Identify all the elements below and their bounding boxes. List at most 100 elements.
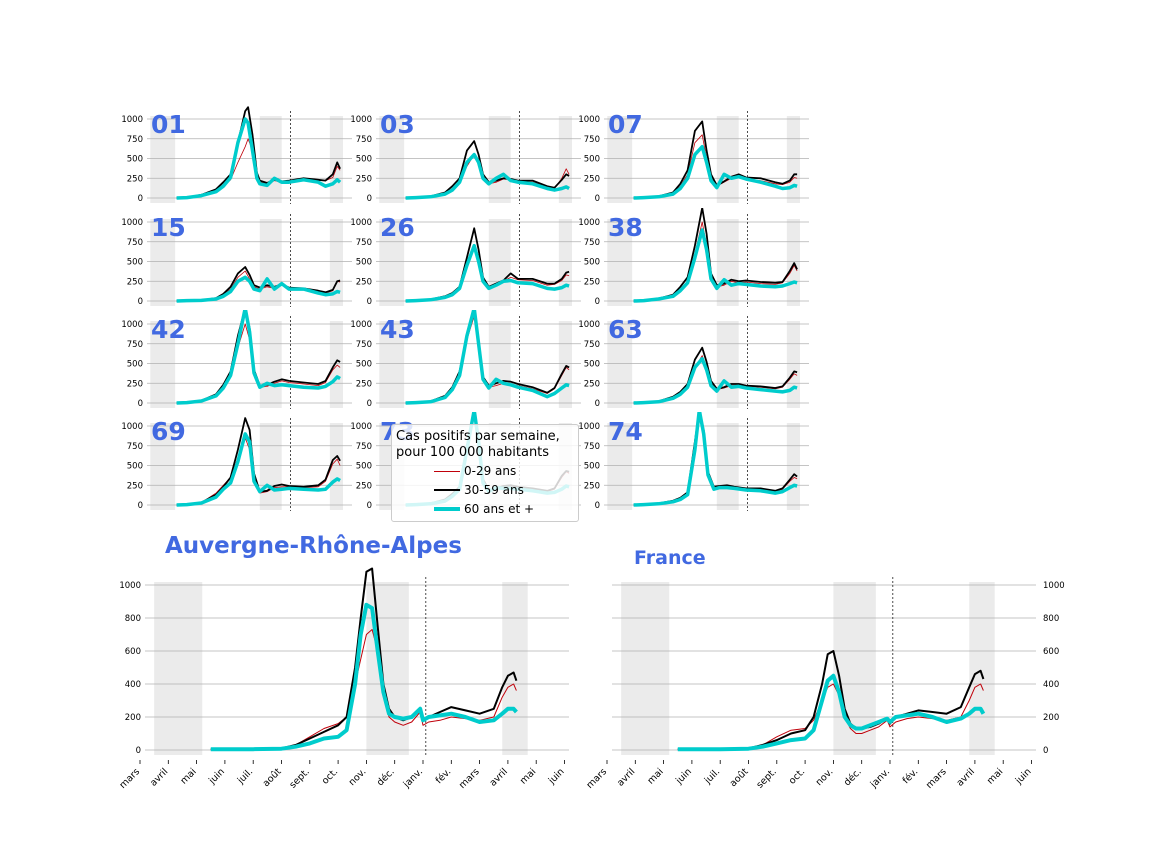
y-tick-label: 600 [125, 647, 141, 657]
y-tick-label: 400 [125, 680, 141, 690]
shaded-period [558, 116, 573, 203]
y-tick-label: 250 [127, 174, 143, 184]
y-tick-label: 500 [584, 462, 600, 472]
region-title: Auvergne-Rhône-Alpes [165, 533, 462, 559]
shaded-period [716, 219, 739, 306]
x-tick-label: nov. [347, 766, 369, 788]
panel-03: 0 250 500 750 1000 03 [350, 110, 581, 204]
x-tick-label: août [261, 766, 284, 789]
series-line-old [677, 673, 986, 752]
shaded-period [488, 116, 511, 203]
x-tick-label: août [728, 766, 751, 789]
x-tick-label: mars [117, 766, 142, 791]
shaded-period [329, 423, 344, 510]
region-title: France [634, 547, 706, 569]
y-tick-label: 500 [127, 360, 143, 370]
shaded-period [329, 116, 344, 203]
y-tick-label: 1000 [578, 115, 600, 125]
legend-title-line2: pour 100 000 habitants [396, 445, 550, 460]
y-tick-label: 250 [356, 379, 372, 389]
panel-label: 69 [151, 417, 186, 446]
series-line-young [405, 154, 570, 199]
series-line-mid [633, 346, 798, 404]
y-tick-label: 750 [127, 238, 143, 248]
y-tick-label: 500 [127, 462, 143, 472]
y-tick-label: 500 [127, 155, 143, 165]
y-tick-label: 250 [127, 481, 143, 491]
panel-label: 74 [608, 417, 643, 446]
x-tick-label: fév. [901, 766, 921, 786]
y-tick-label: 1000 [1043, 581, 1065, 591]
y-tick-label: 750 [127, 135, 143, 145]
x-tick-label: nov. [814, 766, 836, 788]
y-tick-label: 800 [1043, 614, 1059, 624]
shaded-period [379, 321, 405, 408]
y-tick-label: 1000 [350, 320, 372, 330]
y-tick-label: 500 [584, 360, 600, 370]
x-tick-label: fév. [434, 766, 454, 786]
y-tick-label: 500 [356, 360, 372, 370]
shaded-period [969, 582, 995, 755]
y-tick-label: 600 [1043, 647, 1059, 657]
y-tick-label: 0 [367, 399, 372, 409]
panel-26: 0 250 500 750 1000 26 [350, 213, 581, 307]
panel-label: 42 [151, 315, 186, 344]
series-line-old [176, 117, 342, 200]
y-tick-label: 500 [584, 155, 600, 165]
x-tick-label: mars [457, 766, 482, 791]
y-tick-label: 750 [584, 238, 600, 248]
x-tick-label: janv. [401, 766, 425, 790]
shaded-period [488, 321, 511, 408]
shaded-period [716, 321, 739, 408]
shaded-period [488, 219, 511, 306]
y-tick-label: 0 [595, 501, 600, 511]
legend-swatch-young [434, 471, 460, 472]
y-tick-label: 500 [584, 258, 600, 268]
shaded-period [379, 219, 405, 306]
x-tick-label: mai [178, 766, 198, 786]
y-tick-label: 0 [595, 194, 600, 204]
shaded-period [502, 582, 528, 755]
shaded-period [558, 321, 573, 408]
shaded-period [259, 423, 282, 510]
y-tick-label: 1000 [121, 218, 143, 228]
shaded-period [150, 321, 176, 408]
panel-label: 63 [608, 315, 643, 344]
legend-label-old: 60 ans et + [464, 502, 535, 516]
y-tick-label: 500 [356, 258, 372, 268]
y-tick-label: 1000 [121, 320, 143, 330]
y-tick-label: 500 [356, 462, 372, 472]
shaded-period [607, 423, 633, 510]
series-line-old [176, 432, 341, 507]
panel-69: 0 250 500 750 1000 69 [121, 417, 352, 511]
y-tick-label: 750 [127, 442, 143, 452]
x-tick-label: juin [546, 766, 567, 787]
series-line-young [176, 138, 341, 199]
y-tick-label: 0 [595, 297, 600, 307]
x-tick-label: mars [584, 766, 609, 791]
y-tick-label: 0 [138, 194, 143, 204]
series-line-young [210, 629, 517, 750]
y-tick-label: 0 [595, 399, 600, 409]
y-tick-label: 200 [1043, 713, 1059, 723]
x-tick-label: sept. [287, 766, 311, 790]
y-tick-label: 1000 [350, 218, 372, 228]
y-tick-label: 250 [127, 277, 143, 287]
series-line-old [633, 144, 798, 200]
y-tick-label: 250 [584, 174, 600, 184]
y-tick-label: 200 [125, 713, 141, 723]
y-tick-label: 1000 [121, 115, 143, 125]
shaded-period [607, 321, 633, 408]
y-tick-label: 0 [138, 297, 143, 307]
series-line-young [405, 245, 570, 302]
shaded-period [607, 219, 633, 306]
series-line-young [405, 315, 570, 404]
y-tick-label: 0 [136, 746, 141, 756]
legend: Cas positifs par semaine, pour 100 000 h… [391, 424, 579, 522]
panel-42: 0 250 500 750 1000 42 [121, 310, 352, 409]
x-tick-label: mai [645, 766, 665, 786]
x-tick-label: avril [615, 766, 637, 788]
x-tick-label: avril [488, 766, 510, 788]
y-tick-label: 750 [584, 340, 600, 350]
